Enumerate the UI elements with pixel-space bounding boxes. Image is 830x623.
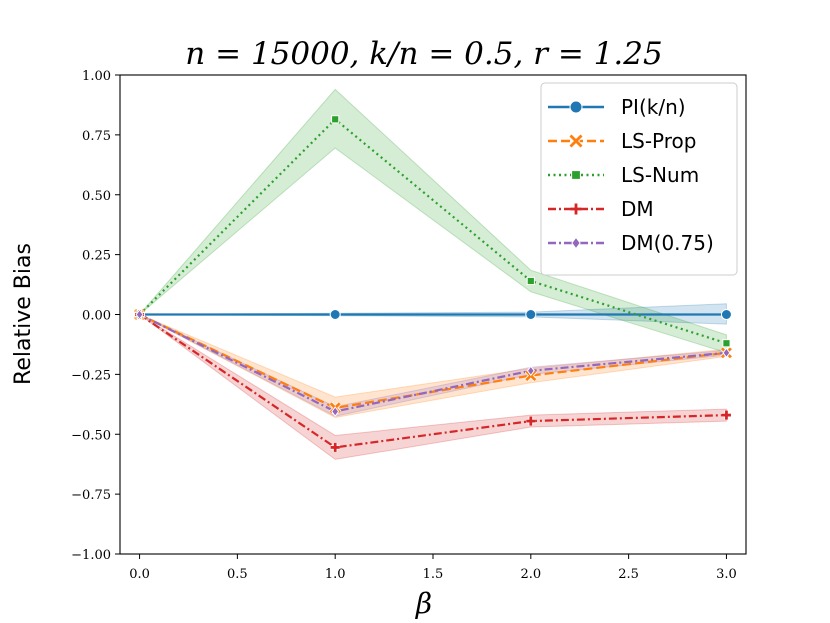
point-dm-0-75-1 <box>331 406 340 417</box>
legend-label-pi-k-n: PI(k/n) <box>621 95 686 119</box>
point-ls-num-1 <box>331 115 340 124</box>
x-tick-label-2: 1.0 <box>325 567 346 582</box>
band-ls-prop <box>139 314 727 419</box>
line-ls-prop <box>139 313 727 410</box>
y-tick-label-7: −0.75 <box>71 488 111 503</box>
line-dm <box>138 313 727 449</box>
legend: PI(k/n) LS-Prop LS-Num DM DM(0.75) <box>540 82 738 276</box>
x-tick-label-0: 0.0 <box>129 567 150 582</box>
legend-marker-dm <box>570 203 582 215</box>
point-ls-num-3 <box>722 339 731 348</box>
legend-label-dm: DM <box>621 197 654 221</box>
y-tick-label-5: −0.25 <box>71 368 111 383</box>
x-tick-label-4: 2.0 <box>520 567 541 582</box>
legend-marker-dm-0-75 <box>571 236 581 250</box>
x-tick-label-5: 2.5 <box>618 567 639 582</box>
legend-frame <box>540 82 738 276</box>
x-axis-label: β <box>415 587 432 620</box>
point-ls-num-2 <box>526 276 535 286</box>
y-axis-label: Relative Bias <box>11 243 36 385</box>
y-axis-ticks: 1.00 0.75 0.50 0.25 0.00 −0.25 −0.50 −0.75 −1.00 <box>71 69 120 563</box>
chart-title: n = 15000, k/n = 0.5, r = 1.25 <box>185 36 662 72</box>
point-dm-1 <box>330 442 340 452</box>
y-tick-label-2: 0.50 <box>82 189 111 204</box>
line-dm-0-75 <box>139 313 727 413</box>
legend-label-ls-prop: LS-Prop <box>621 129 696 153</box>
x-tick-label-6: 3.0 <box>716 567 737 582</box>
y-tick-label-8: −1.00 <box>71 548 111 563</box>
point-dm-0-75-0 <box>135 309 144 320</box>
legend-marker-ls-prop-b <box>569 134 583 148</box>
point-dm-0-75-3 <box>722 347 731 359</box>
point-dm-0-75-2 <box>526 365 535 377</box>
series-markers <box>133 115 733 452</box>
y-tick-label-0: 1.00 <box>82 69 111 84</box>
point-pi-k-n-1 <box>329 309 341 320</box>
point-dm-3 <box>721 410 731 420</box>
series-lines <box>138 117 727 449</box>
legend-marker-ls-prop <box>568 133 584 149</box>
y-tick-label-1: 0.75 <box>82 129 111 144</box>
line-ls-num <box>138 117 727 345</box>
point-pi-k-n-2 <box>525 309 537 320</box>
x-axis-ticks: 0.0 0.5 1.0 1.5 2.0 2.5 3.0 <box>129 554 737 582</box>
legend-marker-pi-k-n <box>569 100 583 114</box>
x-tick-label-3: 1.5 <box>423 567 444 582</box>
legend-marker-ls-num <box>571 170 581 180</box>
legend-label-ls-num: LS-Num <box>621 163 699 187</box>
y-tick-label-3: 0.25 <box>82 249 111 264</box>
x-tick-label-1: 0.5 <box>227 567 248 582</box>
y-tick-label-6: −0.50 <box>71 428 111 443</box>
point-pi-k-n-3 <box>720 309 732 320</box>
y-tick-label-4: 0.00 <box>82 309 111 324</box>
legend-label-dm-0-75: DM(0.75) <box>621 231 714 255</box>
point-dm-2 <box>526 416 536 426</box>
